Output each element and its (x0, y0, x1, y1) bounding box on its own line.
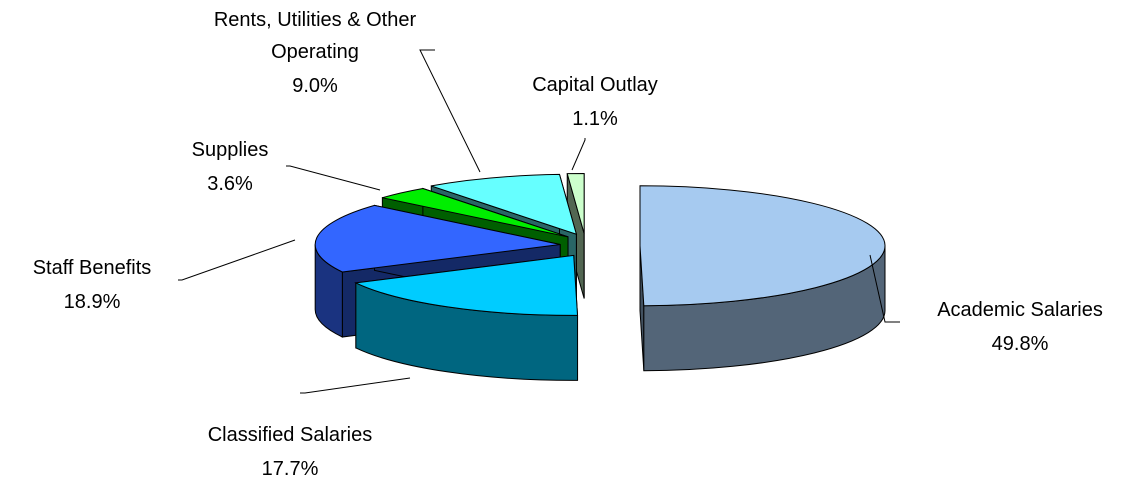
slice-value-label: 1.1% (572, 108, 618, 130)
slice-value-label: 9.0% (292, 75, 338, 97)
slice-label: Supplies (191, 139, 269, 161)
leader-line (178, 239, 296, 281)
slice-label: Classified Salaries (207, 424, 373, 446)
slice-label: Academic Salaries (937, 299, 1103, 321)
leader-line (300, 377, 411, 394)
slice-top (314, 204, 561, 273)
leader-line (419, 49, 481, 173)
slice-top (431, 173, 578, 236)
slice-value-label: 17.7% (261, 458, 319, 480)
slice-top (382, 187, 569, 238)
leader-line (869, 254, 900, 323)
leader-line (286, 165, 381, 191)
slice-value-label: 3.6% (207, 173, 253, 195)
slice-label: Rents, Utilities & Other Operating (213, 9, 417, 63)
leader-line (571, 138, 586, 171)
slice-top (639, 185, 886, 307)
slice-label: Capital Outlay (532, 74, 658, 96)
slice-top (566, 173, 585, 234)
slice-value-label: 18.9% (63, 291, 121, 313)
slice-label: Staff Benefits (32, 257, 152, 279)
slice-top (354, 254, 579, 316)
slice-value-label: 49.8% (991, 333, 1049, 355)
pie-slice (639, 185, 886, 372)
pie-slice (354, 254, 579, 381)
